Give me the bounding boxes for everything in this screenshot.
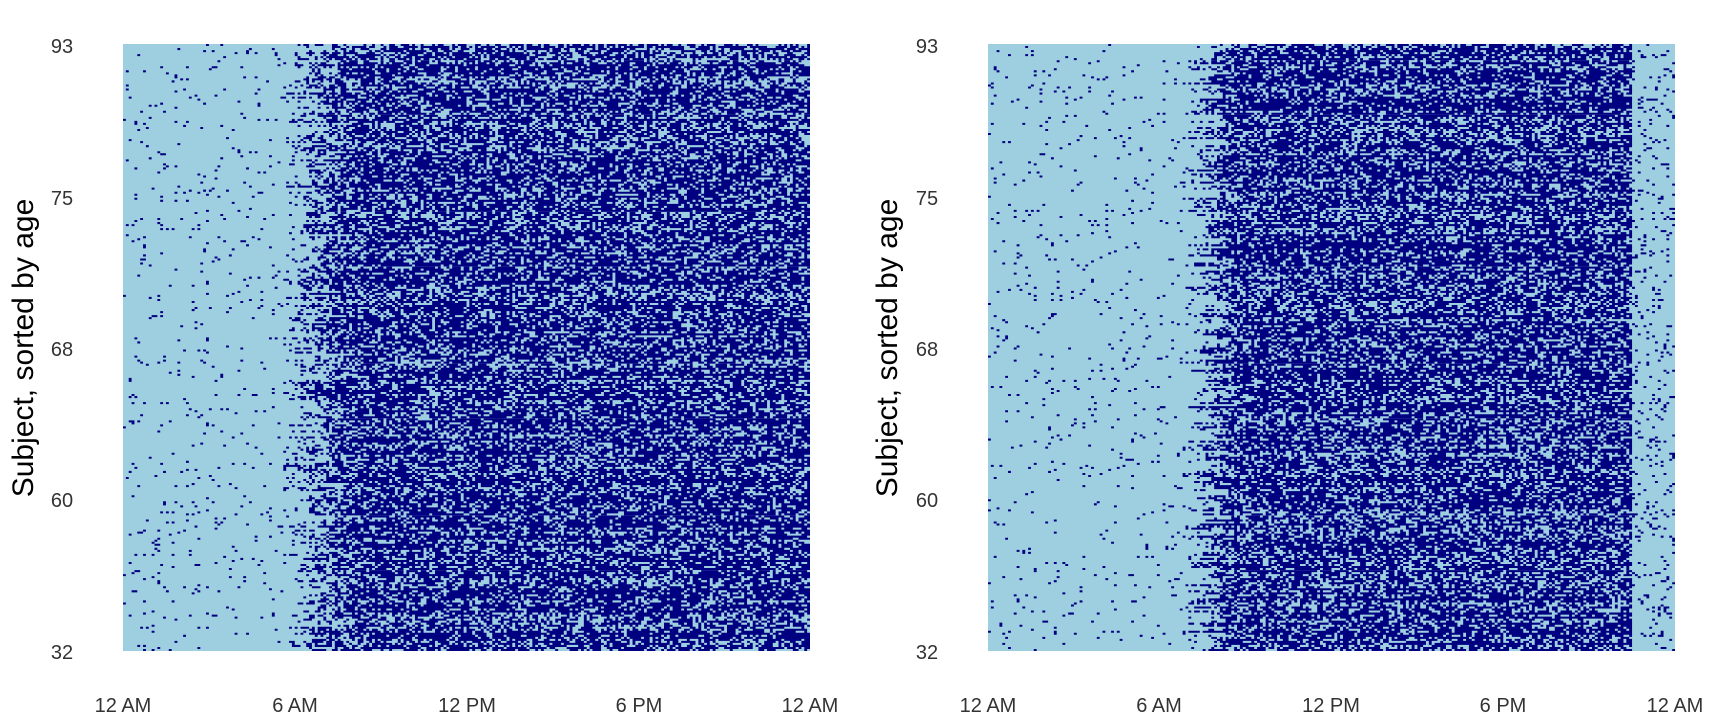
ylabel-left: Subject, sorted by age [7, 199, 40, 498]
ytick-right-32: 32 [916, 642, 938, 664]
ytick-right-60: 60 [916, 490, 938, 512]
ytick-left-32: 32 [51, 642, 73, 664]
ytick-right-75: 75 [916, 188, 938, 210]
xtick-right-12pm: 12 PM [1302, 695, 1360, 717]
xtick-left-12am-end: 12 AM [782, 695, 839, 717]
xtick-right-12am-end: 12 AM [1647, 695, 1704, 717]
xtick-right-6am: 6 AM [1136, 695, 1182, 717]
ylabel-right: Subject, sorted by age [871, 199, 904, 498]
heatmap-activity-cells [123, 44, 811, 651]
ytick-left-68: 68 [51, 339, 73, 361]
ytick-right-68: 68 [916, 339, 938, 361]
ytick-right-93: 93 [916, 36, 938, 58]
ytick-left-93: 93 [51, 36, 73, 58]
panel-left: Subject, sorted by age 32 60 68 75 93 12… [7, 36, 838, 717]
xtick-right-6pm: 6 PM [1480, 695, 1527, 717]
panel-right: Subject, sorted by age 32 60 68 75 93 12… [871, 36, 1703, 717]
ytick-left-60: 60 [51, 490, 73, 512]
xtick-left-6am: 6 AM [272, 695, 318, 717]
xtick-left-12pm: 12 PM [438, 695, 496, 717]
heatmap-left [123, 44, 811, 651]
heatmap-activity-cells [988, 44, 1675, 651]
xtick-right-12am: 12 AM [960, 695, 1017, 717]
ytick-left-75: 75 [51, 188, 73, 210]
heatmap-right [988, 44, 1675, 651]
xtick-left-12am: 12 AM [95, 695, 152, 717]
xtick-left-6pm: 6 PM [616, 695, 663, 717]
